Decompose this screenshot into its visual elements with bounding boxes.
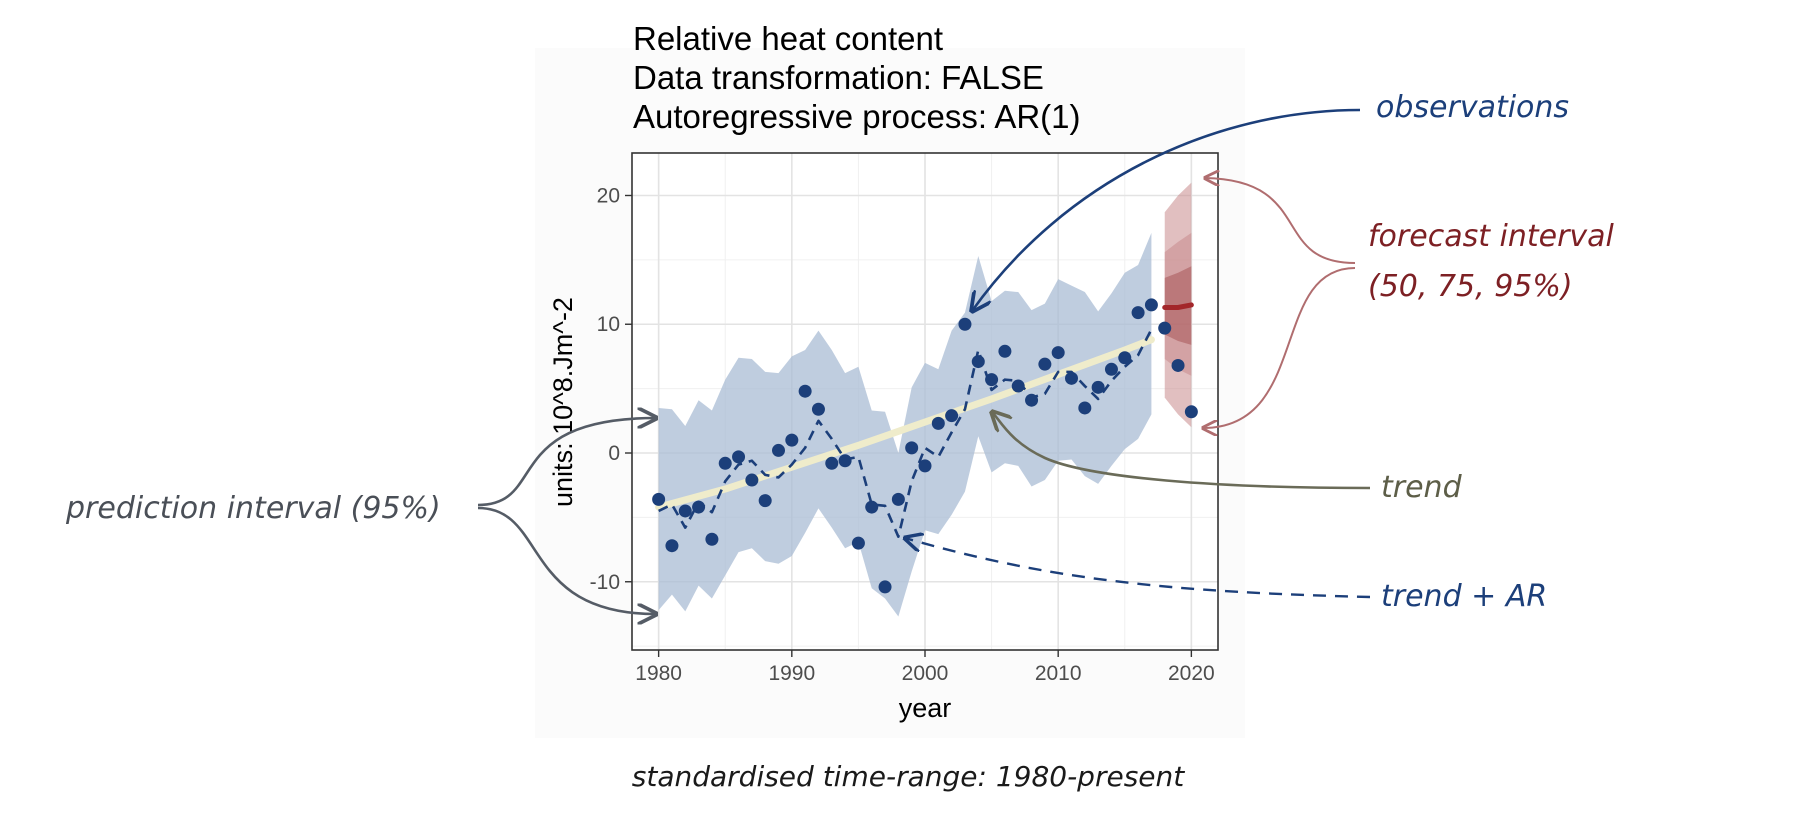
observation-point — [692, 500, 706, 514]
observation-point — [945, 409, 959, 423]
observation-point — [772, 443, 785, 457]
observation-point — [785, 433, 799, 447]
observation-point — [825, 456, 839, 470]
observations-arrow — [972, 108, 1361, 311]
time-range-footer: standardised time-range: 1980-present — [632, 760, 1186, 793]
observation-point — [905, 441, 919, 455]
observation-point — [1184, 405, 1198, 419]
y-tick-label: 0 — [608, 442, 620, 465]
chart-title-line-2: Data transformation: FALSE — [633, 59, 1044, 96]
observation-point — [732, 450, 746, 464]
observation-point — [865, 500, 879, 514]
trend-arrow — [992, 412, 1371, 490]
observation-point — [718, 456, 732, 470]
y-tick-label: -10 — [590, 571, 620, 594]
observation-point — [811, 402, 825, 416]
observation-point — [838, 454, 852, 468]
observation-point — [878, 580, 892, 594]
chart-title-line-1: Relative heat content — [633, 20, 943, 57]
observation-point — [745, 473, 759, 487]
trend-ar-annotation: trend + AR — [1381, 579, 1547, 614]
observation-point — [1171, 358, 1185, 372]
observation-point — [851, 536, 865, 550]
observation-point — [652, 492, 666, 506]
observation-point — [918, 459, 932, 473]
forecast-line-layer — [1162, 302, 1194, 311]
y-tick-label: 20 — [597, 184, 620, 207]
y-axis-label: units: 10^8.Jm^-2 — [548, 297, 578, 507]
prediction-interval-arrow-lower — [477, 506, 656, 614]
observation-point — [665, 539, 679, 553]
forecast-interval-annotation-line-1: forecast interval — [1368, 219, 1615, 254]
forecast-interval-arrow-upper — [1205, 178, 1356, 264]
observation-point — [1011, 379, 1025, 393]
trend-ar-arrow — [905, 538, 1371, 599]
observation-point — [1144, 298, 1158, 312]
prediction-interval-layer — [658, 232, 1152, 617]
observation-point — [958, 317, 972, 331]
forecast-line — [1162, 302, 1194, 311]
forecast-interval-layer — [1164, 182, 1192, 428]
observation-point — [985, 373, 999, 387]
y-tick-label: 10 — [597, 313, 620, 336]
x-tick-label: 1990 — [768, 662, 815, 685]
x-tick-label: 2010 — [1035, 662, 1082, 685]
observation-point — [758, 494, 772, 508]
observation-point — [1051, 346, 1065, 360]
chart-title-line-3: Autoregressive process: AR(1) — [633, 98, 1081, 135]
observation-point — [891, 492, 905, 506]
observation-point — [971, 355, 985, 369]
prediction-interval-annotation: prediction interval (95%) — [65, 491, 441, 526]
observation-point — [798, 384, 812, 398]
x-axis-label: year — [899, 693, 952, 723]
trend-annotation: trend — [1381, 470, 1463, 505]
observation-point — [1065, 371, 1078, 385]
observation-point — [1078, 401, 1092, 415]
observation-point — [1118, 351, 1132, 365]
observation-point — [1104, 362, 1118, 376]
x-axis-ticks: 1980 1990 2000 2010 2020 — [635, 650, 1215, 685]
observation-point — [998, 344, 1012, 358]
observation-point — [1131, 306, 1145, 320]
observation-point — [1158, 321, 1172, 335]
y-axis-ticks: -10 0 10 20 — [590, 184, 632, 594]
prediction-interval-arrow-upper — [477, 418, 656, 507]
observation-point — [1038, 357, 1052, 371]
observations-annotation: observations — [1376, 90, 1569, 125]
observation-points — [652, 298, 1198, 594]
trend-ar-line — [658, 328, 1153, 538]
prediction-interval-band — [658, 232, 1152, 617]
forecast-interval-annotation-line-2: (50, 75, 95%) — [1368, 269, 1573, 304]
trend-ar-layer — [658, 328, 1153, 538]
observation-point — [678, 504, 692, 518]
x-tick-label: 1980 — [635, 662, 682, 685]
x-tick-label: 2020 — [1168, 662, 1215, 685]
observation-point — [705, 532, 719, 546]
observation-point — [931, 416, 945, 430]
observation-point — [1025, 393, 1039, 407]
forecast-interval-arrow-lower — [1203, 267, 1356, 428]
observation-point — [1091, 380, 1105, 394]
x-tick-label: 2000 — [902, 662, 949, 685]
